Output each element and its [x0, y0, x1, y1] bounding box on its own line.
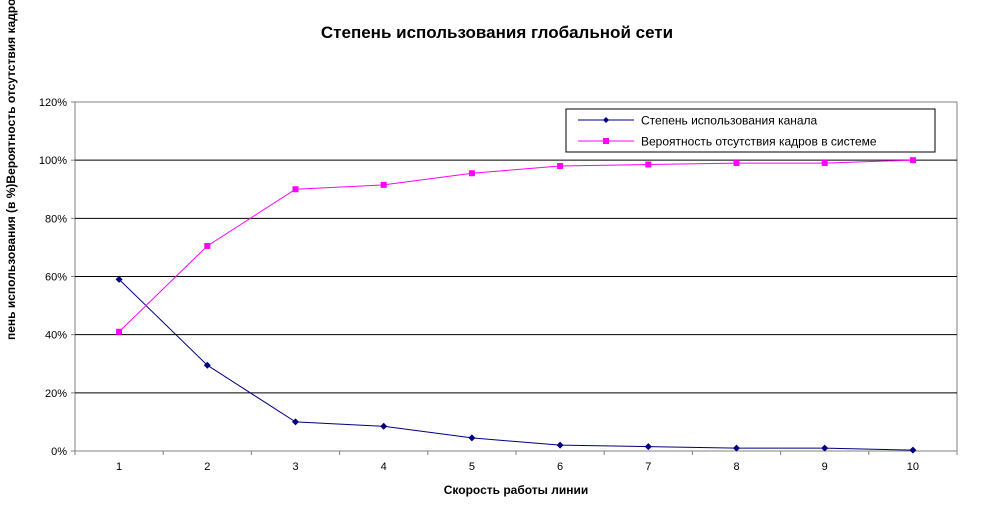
data-point-series-0 — [821, 444, 829, 452]
gridlines — [75, 159, 957, 394]
legend-label-1: Вероятность отсутствия кадров в системе — [641, 135, 877, 149]
x-tick-label: 10 — [907, 461, 919, 473]
y-tick-label: 40% — [45, 330, 67, 342]
data-point-series-0 — [644, 443, 652, 451]
legend-item-1: Вероятность отсутствия кадров в системе — [578, 135, 877, 149]
x-axis-title: Скорость работы линии — [444, 483, 589, 497]
x-tick-label: 7 — [645, 461, 651, 473]
x-tick-label: 9 — [822, 461, 828, 473]
legend: Степень использования канала Вероятность… — [565, 108, 936, 153]
series-line-1 — [118, 159, 913, 333]
y-tick-label: 100% — [39, 155, 67, 167]
x-tick-label: 6 — [557, 461, 563, 473]
data-point-series-0 — [468, 434, 476, 442]
x-tick-label: 5 — [469, 461, 475, 473]
y-axis-title: пень использования (в %)Вероятность отсу… — [4, 0, 18, 340]
legend-marker-1 — [603, 138, 609, 144]
data-point-series-1 — [557, 162, 564, 169]
data-point-series-0 — [380, 422, 388, 430]
y-tick-label: 120% — [39, 97, 67, 109]
data-point-series-1 — [909, 157, 916, 164]
legend-label-0: Степень использования канала — [641, 114, 818, 128]
x-axis-ticks: 1 2 3 4 5 6 7 8 9 10 — [74, 451, 958, 473]
series-line-0 — [118, 279, 913, 451]
series-group — [115, 157, 917, 454]
data-point-series-1 — [821, 160, 828, 167]
data-point-series-1 — [733, 160, 740, 167]
y-tick-label: 20% — [45, 388, 67, 400]
legend-item-0: Степень использования канала — [578, 114, 818, 128]
y-tick-label: 60% — [45, 272, 67, 284]
x-tick-label: 4 — [381, 461, 387, 473]
y-tick-label: 80% — [45, 213, 67, 225]
data-point-series-0 — [556, 441, 564, 449]
x-tick-label: 2 — [204, 461, 210, 473]
y-axis-ticks: 0% 20% 40% 60% 80% 100% 120% — [39, 97, 75, 458]
x-tick-label: 1 — [116, 461, 122, 473]
data-point-series-0 — [203, 361, 211, 369]
data-point-series-1 — [116, 328, 123, 335]
legend-marker-0 — [603, 117, 609, 123]
data-point-series-1 — [292, 186, 299, 193]
y-tick-label: 0% — [51, 446, 67, 458]
data-point-series-1 — [645, 161, 652, 168]
data-point-series-1 — [380, 181, 387, 188]
data-point-series-1 — [468, 170, 475, 177]
chart-title: Степень использования глобальной сети — [321, 23, 673, 42]
data-point-series-0 — [115, 275, 123, 283]
plot-area: 0% 20% 40% 60% 80% 100% 120% 1 2 3 4 5 6 7 8 9 10 — [39, 97, 958, 473]
data-point-series-1 — [204, 242, 211, 249]
legend-frame — [565, 108, 936, 153]
data-point-series-0 — [909, 446, 917, 454]
data-point-series-0 — [292, 418, 299, 426]
data-point-series-0 — [733, 444, 740, 452]
x-tick-label: 8 — [733, 461, 739, 473]
x-tick-label: 3 — [292, 461, 298, 473]
